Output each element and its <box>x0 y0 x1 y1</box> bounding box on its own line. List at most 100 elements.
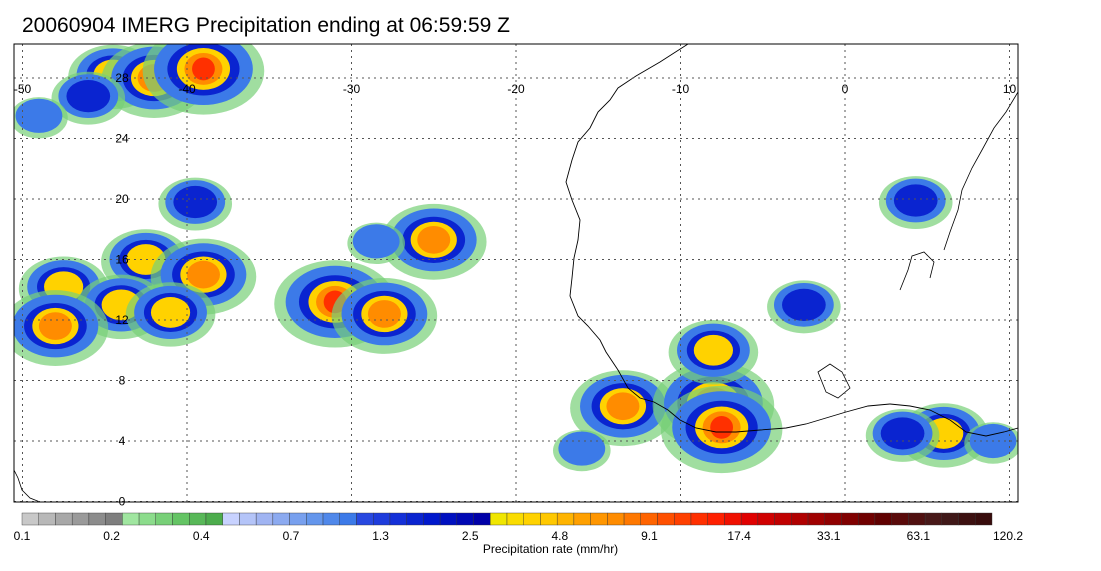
colorbar-swatch <box>556 512 575 526</box>
colorbar-swatch <box>657 512 675 526</box>
colorbar-swatch <box>523 512 541 526</box>
colorbar-label: 0.7 <box>282 529 300 543</box>
colorbar-swatch <box>88 512 106 526</box>
lon-tick-label: -20 <box>507 82 525 96</box>
colorbar-swatch <box>674 512 692 526</box>
colorbar-swatch <box>858 512 876 526</box>
colorbar-swatch <box>841 512 859 526</box>
colorbar-swatch <box>891 512 909 526</box>
lat-tick-label: 20 <box>115 192 129 206</box>
precip-very-intense-cell <box>186 260 220 289</box>
colorbar-swatch <box>172 512 190 526</box>
colorbar-swatch <box>205 512 223 526</box>
lat-tick-label: 8 <box>119 374 126 388</box>
colorbar <box>21 512 993 526</box>
lon-tick-label: -40 <box>178 82 196 96</box>
colorbar-swatch <box>573 512 591 526</box>
colorbar-swatch <box>724 512 742 526</box>
colorbar-swatch <box>740 512 759 526</box>
colorbar-swatch <box>339 512 357 526</box>
colorbar-swatch <box>155 512 173 526</box>
colorbar-swatch <box>690 512 708 526</box>
colorbar-swatch <box>824 512 842 526</box>
precip-extreme-cell <box>192 57 215 81</box>
lon-tick-label: -50 <box>14 82 32 96</box>
precip-moderate-cell <box>352 224 400 259</box>
lake-outline <box>817 363 851 399</box>
colorbar-swatch <box>874 512 892 526</box>
coastline <box>14 469 41 502</box>
colorbar-swatch <box>322 512 340 526</box>
colorbar-swatch <box>105 512 123 526</box>
precip-very-intense-cell <box>606 392 640 421</box>
river-outline <box>899 251 935 291</box>
precip-heavy-cell <box>782 288 826 321</box>
colorbar-swatch <box>356 512 374 526</box>
lon-tick-label: 0 <box>842 82 849 96</box>
colorbar-swatch <box>272 512 290 526</box>
lat-tick-label: 28 <box>115 71 129 85</box>
lat-tick-label: 0 <box>119 495 126 509</box>
precip-heavy-cell <box>880 417 925 450</box>
colorbar-swatch <box>807 512 825 526</box>
colorbar-swatch <box>189 512 207 526</box>
precip-moderate-cell <box>558 431 606 466</box>
colorbar-swatch <box>590 512 608 526</box>
colorbar-swatch <box>941 512 959 526</box>
coastline <box>565 44 1018 437</box>
lat-tick-label: 4 <box>119 434 126 448</box>
plot-area <box>14 44 1018 502</box>
latitude-labels: 28 24 20 16 12 8 4 0 <box>115 71 129 509</box>
map-title: 20060904 IMERG Precipitation ending at 0… <box>22 14 510 37</box>
colorbar-label: 33.1 <box>817 529 841 543</box>
colorbar-label: 0.4 <box>192 529 210 543</box>
lat-tick-label: 12 <box>115 313 129 327</box>
colorbar-swatch <box>456 512 474 526</box>
colorbar-label: 0.2 <box>103 529 120 543</box>
plot-frame <box>13 43 1019 503</box>
colorbar-swatch <box>21 512 39 526</box>
colorbar-swatch <box>490 512 508 526</box>
lat-tick-label: 16 <box>115 253 129 267</box>
colorbar-swatch <box>38 512 56 526</box>
colorbar-label: 120.2 <box>992 529 1024 543</box>
precip-very-intense-cell <box>367 300 401 328</box>
precip-intense-cell <box>693 334 734 366</box>
colorbar-swatch <box>908 512 926 526</box>
precip-very-intense-cell <box>417 225 451 254</box>
colorbar-swatch <box>306 512 324 526</box>
lon-tick-label: -30 <box>343 82 361 96</box>
colorbar-swatch <box>406 512 424 526</box>
precipitation-layer <box>14 44 1018 474</box>
lon-tick-label: 10 <box>1003 82 1017 96</box>
colorbar-swatch <box>924 512 943 526</box>
colorbar-swatch <box>255 512 274 526</box>
longitude-labels: -50 -40 -30 -20 -10 0 10 <box>14 82 1017 96</box>
colorbar-swatch <box>607 512 625 526</box>
colorbar-swatch <box>222 512 240 526</box>
colorbar-swatch <box>540 512 558 526</box>
colorbar-swatch <box>791 512 809 526</box>
colorbar-swatch <box>423 512 441 526</box>
colorbar-swatch <box>71 512 90 526</box>
colorbar-swatch <box>122 512 140 526</box>
gridlines <box>14 44 1018 502</box>
colorbar-swatch <box>239 512 257 526</box>
coastline <box>943 91 1018 251</box>
precip-heavy-cell <box>173 185 218 219</box>
colorbar-label: 0.1 <box>13 529 31 543</box>
colorbar-swatch <box>975 512 993 526</box>
colorbar-label: 4.8 <box>551 529 569 543</box>
colorbar-swatch <box>506 512 524 526</box>
precip-heavy-cell <box>893 184 938 217</box>
colorbar-title: Precipitation rate (mm/hr) <box>482 542 619 556</box>
colorbar-swatch <box>138 512 156 526</box>
colorbar-swatch <box>757 512 775 526</box>
colorbar-swatch <box>707 512 725 526</box>
colorbar-swatch <box>958 512 976 526</box>
coastline-layer <box>14 44 1018 502</box>
colorbar-label: 2.5 <box>461 529 479 543</box>
colorbar-swatch <box>623 512 641 526</box>
precip-intense-cell <box>150 297 191 328</box>
